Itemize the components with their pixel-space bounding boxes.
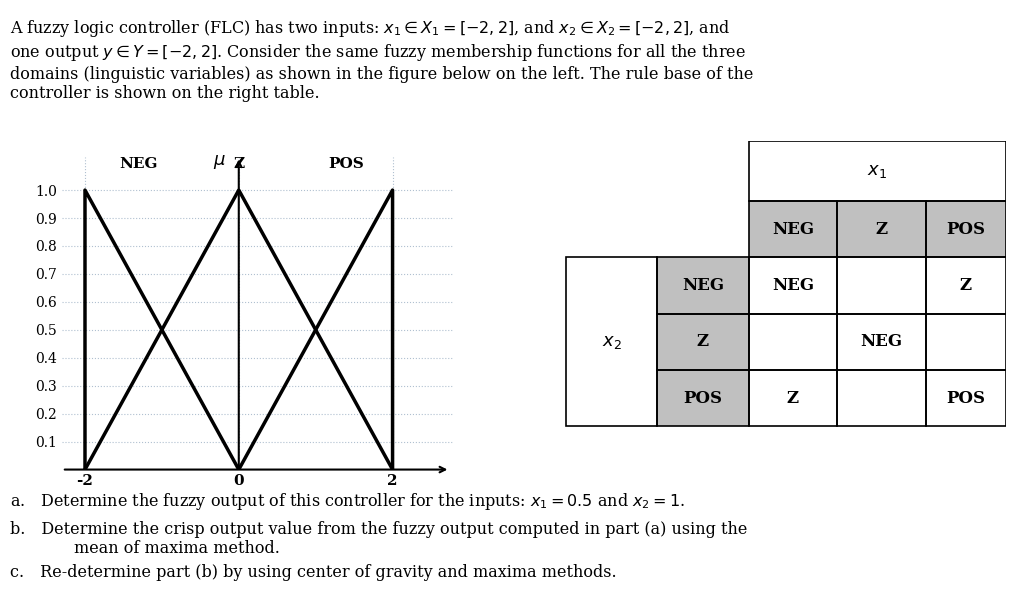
FancyBboxPatch shape xyxy=(837,314,926,370)
FancyBboxPatch shape xyxy=(837,370,926,426)
FancyBboxPatch shape xyxy=(657,370,748,426)
Text: POS: POS xyxy=(946,389,986,406)
FancyBboxPatch shape xyxy=(926,201,1006,257)
Text: NEG: NEG xyxy=(772,277,814,294)
Text: $\mu$: $\mu$ xyxy=(213,153,226,171)
FancyBboxPatch shape xyxy=(837,257,926,314)
Text: NEG: NEG xyxy=(120,157,158,171)
Text: A fuzzy logic controller (FLC) has two inputs: $x_1 \in X_1 = [-2, 2]$, and $x_2: A fuzzy logic controller (FLC) has two i… xyxy=(10,18,753,102)
FancyBboxPatch shape xyxy=(748,141,1006,201)
FancyBboxPatch shape xyxy=(926,314,1006,370)
Text: a. Determine the fuzzy output of this controller for the inputs: $x_1 = 0.5$ and: a. Determine the fuzzy output of this co… xyxy=(10,491,685,512)
Text: NEG: NEG xyxy=(861,334,903,350)
FancyBboxPatch shape xyxy=(748,314,837,370)
FancyBboxPatch shape xyxy=(926,257,1006,314)
FancyBboxPatch shape xyxy=(748,201,837,257)
Text: Z: Z xyxy=(960,277,972,294)
FancyBboxPatch shape xyxy=(748,257,837,314)
Text: POS: POS xyxy=(328,157,364,171)
FancyBboxPatch shape xyxy=(926,370,1006,426)
FancyBboxPatch shape xyxy=(748,370,837,426)
FancyBboxPatch shape xyxy=(837,201,926,257)
Text: Z: Z xyxy=(697,334,709,350)
Text: NEG: NEG xyxy=(772,221,814,238)
Text: $x_1$: $x_1$ xyxy=(868,163,888,180)
Text: Z: Z xyxy=(233,157,245,171)
Text: b. Determine the crisp output value from the fuzzy output computed in part (a) u: b. Determine the crisp output value from… xyxy=(10,521,748,557)
Text: NEG: NEG xyxy=(682,277,724,294)
FancyBboxPatch shape xyxy=(567,257,657,426)
Text: c. Re-determine part (b) by using center of gravity and maxima methods.: c. Re-determine part (b) by using center… xyxy=(10,564,617,581)
Text: $x_2$: $x_2$ xyxy=(602,333,621,351)
Text: POS: POS xyxy=(946,221,986,238)
Text: Z: Z xyxy=(786,389,799,406)
Text: POS: POS xyxy=(683,389,722,406)
FancyBboxPatch shape xyxy=(657,257,748,314)
FancyBboxPatch shape xyxy=(657,314,748,370)
Text: Z: Z xyxy=(875,221,888,238)
